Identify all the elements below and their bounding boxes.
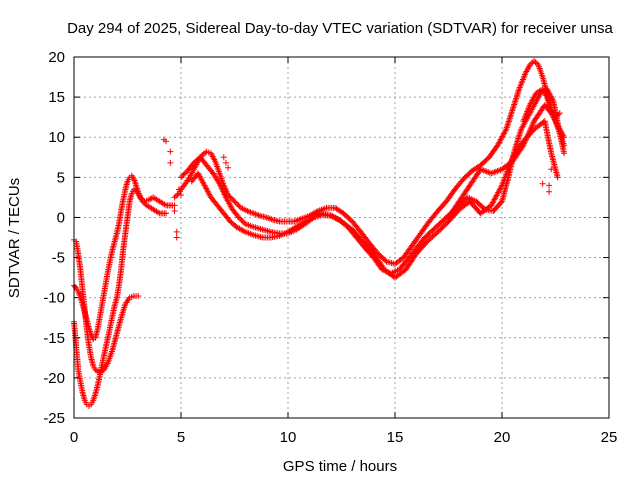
y-tick-label: 20 (48, 49, 65, 66)
plot-frame (73, 56, 610, 419)
data-point (142, 201, 149, 208)
x-tick-label: 0 (70, 429, 78, 446)
series-track-B (71, 186, 170, 409)
data-point (498, 183, 505, 190)
y-tick-label: -20 (43, 370, 65, 387)
data-point (181, 170, 188, 177)
data-point (546, 188, 553, 195)
y-tick-label: -5 (52, 250, 65, 267)
data-point (173, 228, 180, 235)
data-point (135, 293, 142, 300)
y-tick-label: 10 (48, 129, 65, 146)
data-point (546, 182, 553, 189)
data-point (167, 148, 174, 155)
x-tick-label: 20 (494, 429, 511, 446)
data-point (178, 191, 184, 198)
data-point (234, 200, 241, 207)
data-point (561, 150, 568, 157)
data-point (181, 182, 188, 189)
data-point (235, 202, 242, 209)
data-point (497, 199, 504, 206)
data-point (528, 60, 535, 67)
data-point (173, 193, 180, 200)
data-point (554, 174, 561, 181)
data-point (238, 217, 245, 224)
data-point (539, 180, 546, 187)
data-point (240, 228, 247, 235)
data-point (526, 62, 533, 69)
x-axis-label: GPS time / hours (283, 458, 397, 475)
y-tick-label: -15 (43, 330, 65, 347)
data-point (171, 202, 178, 209)
y-axis-label: SDTVAR / TECUs (6, 178, 23, 298)
data-point (561, 142, 568, 149)
series-outliers (160, 136, 555, 241)
data-point (139, 198, 146, 205)
y-tick-label: 5 (57, 169, 65, 186)
y-tick-label: -25 (43, 410, 65, 427)
data-point (167, 159, 174, 166)
data-point (215, 179, 222, 186)
x-tick-label: 25 (601, 429, 618, 446)
data-point (502, 127, 509, 134)
data-point (173, 234, 180, 241)
data-point (556, 110, 563, 117)
series-track-H (520, 86, 568, 149)
data-point (239, 218, 246, 225)
data-point (140, 199, 147, 206)
data-point (222, 159, 229, 166)
data-point (225, 164, 232, 171)
series-track-C (71, 236, 142, 376)
data-point (235, 214, 242, 221)
data-point (163, 210, 170, 217)
data-point (237, 215, 244, 222)
data-point (230, 197, 237, 204)
chart-title: Day 294 of 2025, Sidereal Day-to-day VTE… (67, 20, 613, 37)
y-tick-label: 15 (48, 89, 65, 106)
data-point (548, 166, 555, 173)
series-track-A (71, 172, 176, 343)
x-tick-label: 15 (387, 429, 404, 446)
x-tick-label: 10 (280, 429, 297, 446)
data-point (220, 154, 227, 161)
data-point (171, 208, 178, 215)
data-point (228, 195, 235, 202)
data-point (533, 60, 540, 67)
data-point (72, 283, 79, 290)
data-point (179, 173, 186, 180)
data-point (178, 174, 184, 181)
data-point (171, 194, 178, 201)
data-point (531, 58, 538, 65)
data-point (163, 138, 170, 145)
data-points (71, 58, 568, 409)
data-point (180, 171, 187, 178)
y-tick-label: -10 (43, 290, 65, 307)
y-tick-label: 0 (57, 209, 65, 226)
data-point (175, 186, 182, 193)
data-point (532, 59, 539, 66)
x-tick-label: 5 (177, 429, 185, 446)
data-point (231, 198, 238, 205)
data-point (232, 199, 239, 206)
